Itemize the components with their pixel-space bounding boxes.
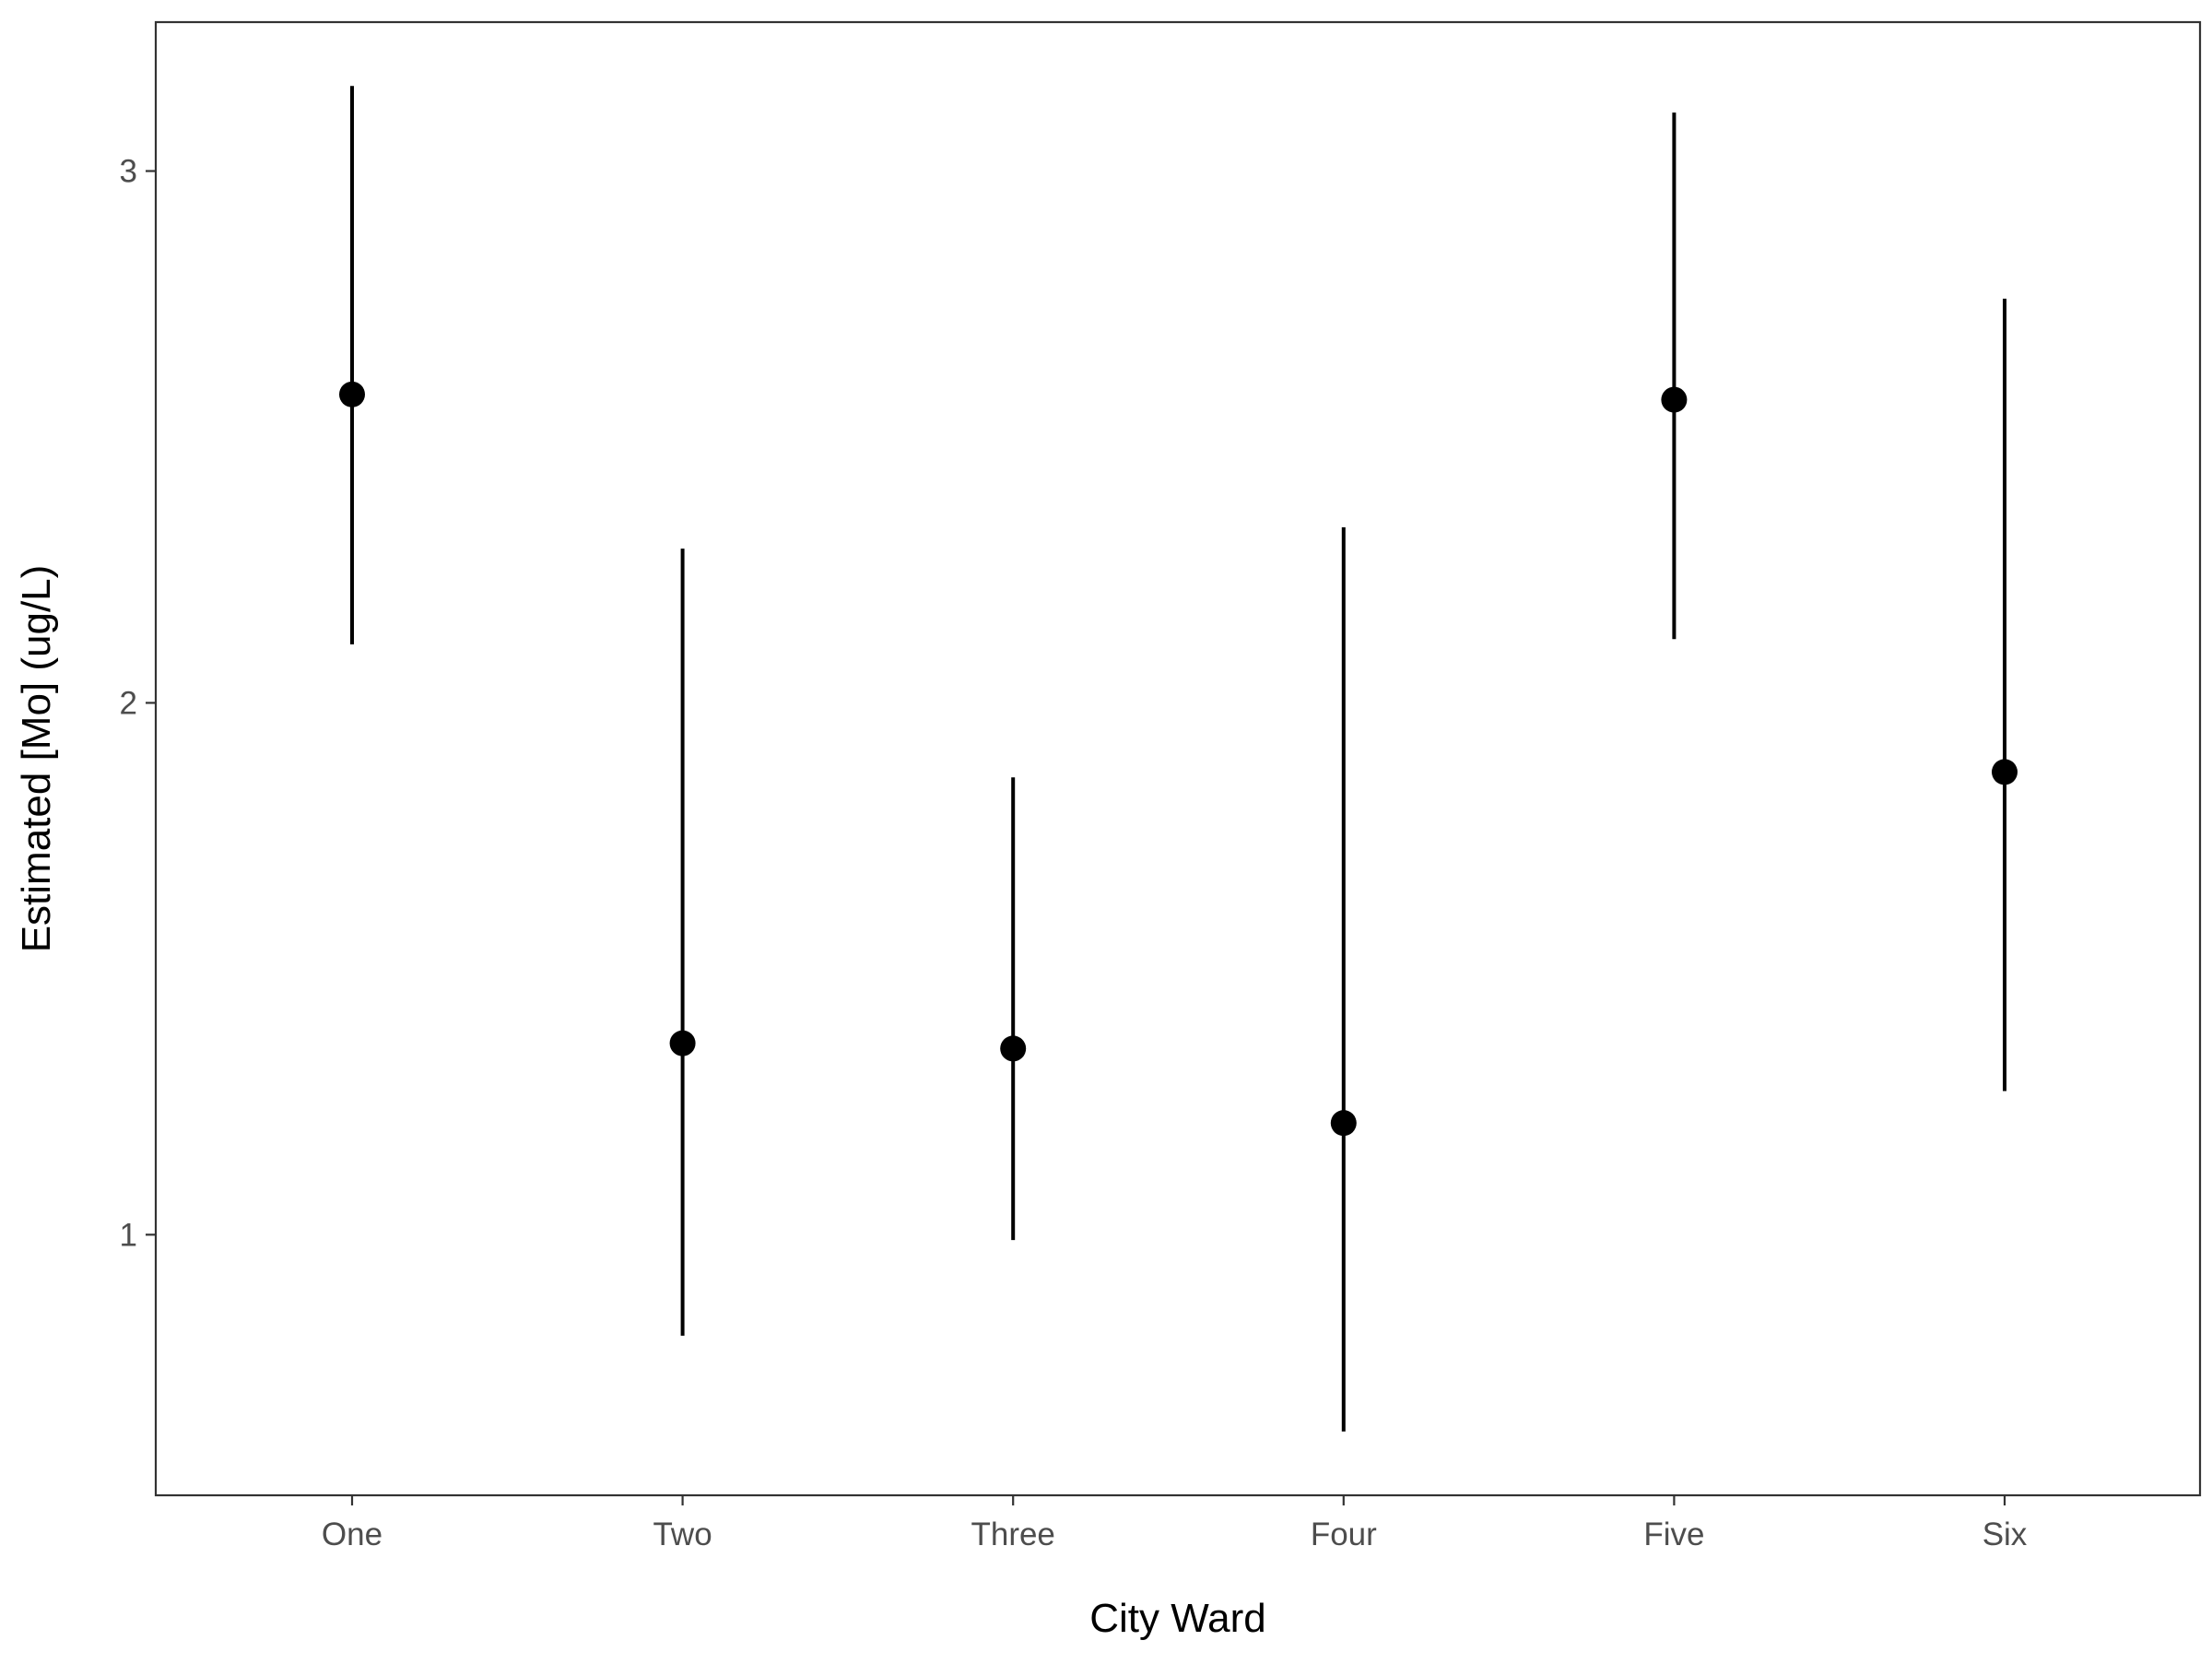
estimate-series: [339, 86, 2018, 1432]
estimate-point-three: [1000, 1035, 1027, 1062]
panel-border: [154, 20, 2202, 1497]
x-tick-label: Three: [971, 1516, 1054, 1552]
y-tick-label: 3: [120, 154, 137, 190]
y-axis-title: Estimated [Mo] (ug/L): [14, 565, 59, 953]
estimate-point-five: [1661, 386, 1688, 413]
x-tick-label: Two: [653, 1516, 712, 1552]
y-tick-label: 1: [120, 1217, 137, 1253]
estimate-point-two: [669, 1030, 696, 1056]
x-axis: One Two Three Four Five Six: [322, 1495, 2028, 1552]
estimate-point-one: [339, 381, 365, 407]
x-axis-title: City Ward: [1089, 1596, 1266, 1641]
x-tick-label: Four: [1311, 1516, 1377, 1552]
estimate-point-six: [1992, 759, 2018, 785]
x-tick-label: Six: [1983, 1516, 2028, 1552]
y-tick-label: 2: [120, 685, 137, 721]
x-tick-label: One: [322, 1516, 382, 1552]
estimate-point-four: [1330, 1110, 1357, 1137]
y-axis: 1 2 3: [120, 154, 156, 1253]
x-tick-label: Five: [1643, 1516, 1704, 1552]
